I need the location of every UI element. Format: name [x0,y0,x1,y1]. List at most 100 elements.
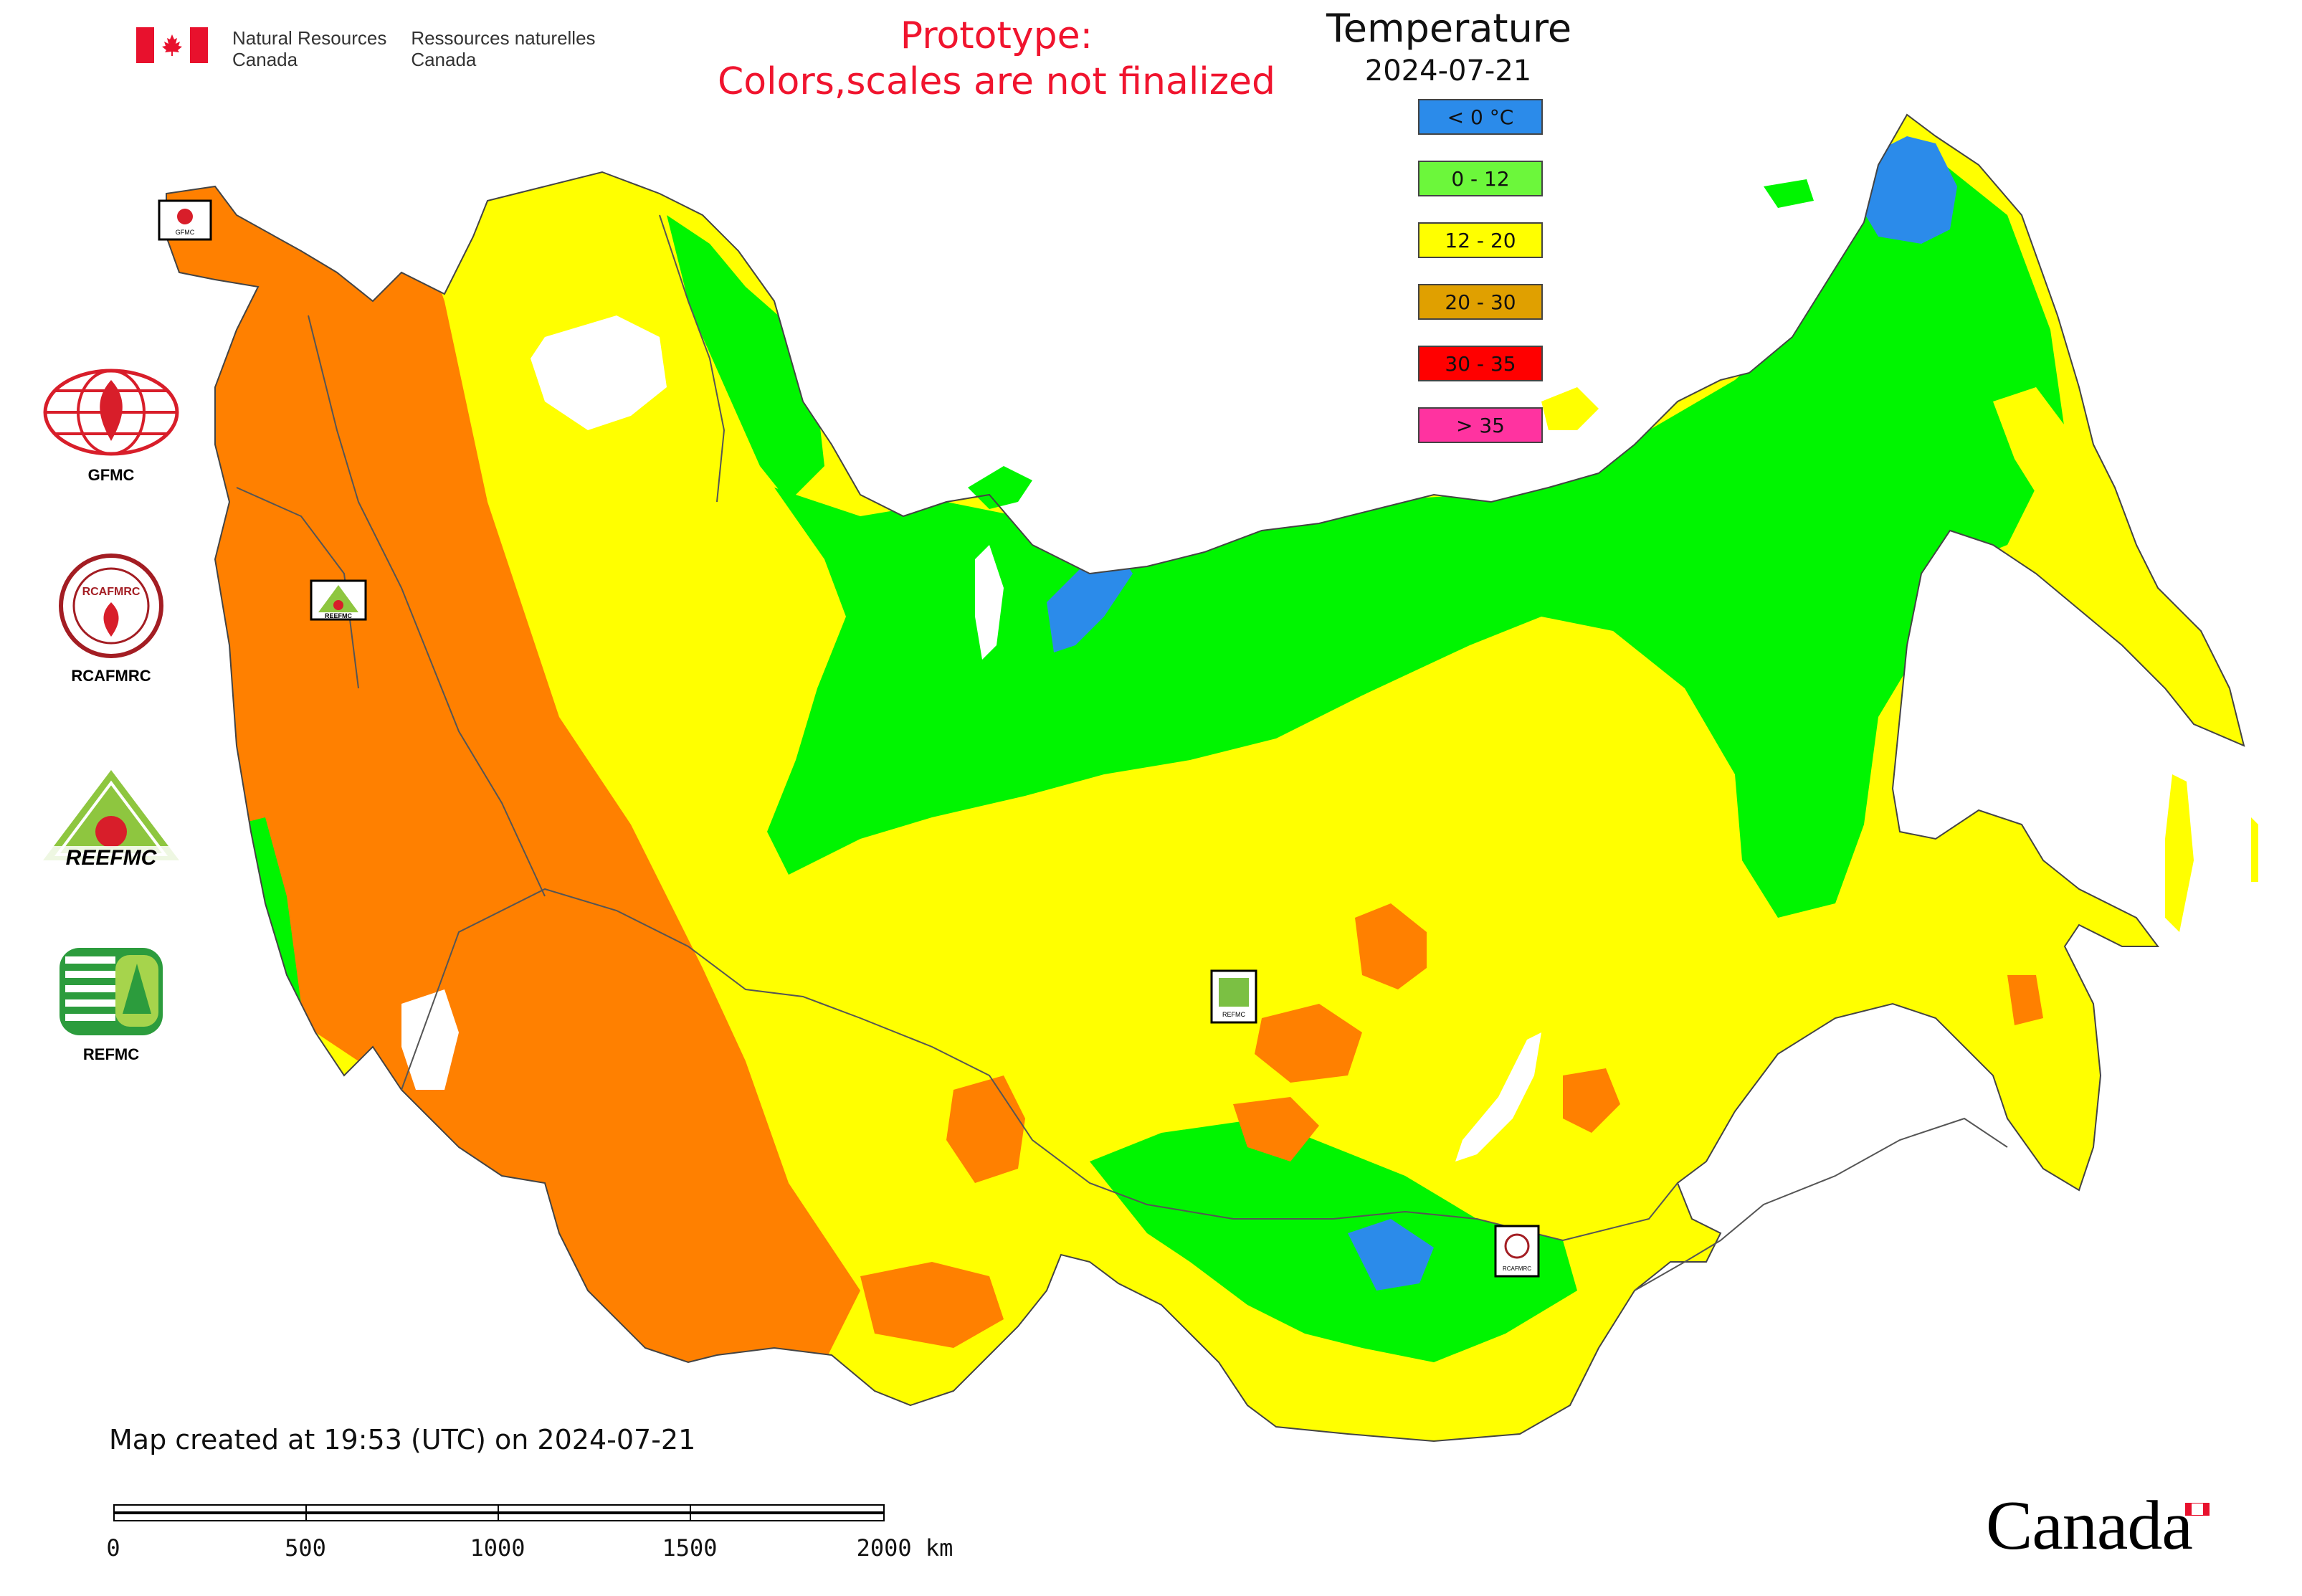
reefmc-logo[interactable]: REEFMC [36,767,186,878]
legend-class-label: 20 - 30 [1445,290,1516,314]
dept-name-en: Natural Resources Canada [232,27,386,70]
gfmc-label: GFMC [87,466,135,484]
zone-blue-mountains [1348,1219,1434,1291]
marker-reefmc-label: REEFMC [325,612,353,619]
legend-class-label: 12 - 20 [1445,228,1516,252]
wordmark-text: Canada [1986,1487,2193,1564]
scale-tick-500: 500 [285,1534,326,1562]
gfmc-globe-icon [43,369,179,456]
wrangel-island [1764,179,1814,208]
legend-class-20-30: 20 - 30 [1418,284,1543,320]
marker-refmc[interactable]: REFMC [1210,969,1257,1024]
refmc-logo[interactable]: REFMC [36,945,186,1064]
reefmc-logo-text: REEFMC [66,846,158,870]
scale-tick-2000: 2000 km [856,1534,953,1562]
lake-baikal [1455,1032,1541,1162]
scale-seg-1 [113,1504,307,1513]
scale-tick-1500: 1500 [662,1534,718,1562]
nrcan-signature: Natural Resources Canada Ressources natu… [136,27,596,70]
legend-class-label: 0 - 12 [1451,166,1510,191]
kamchatka [1993,387,2194,674]
zone-orange-bratsk [1233,1097,1319,1162]
map-created-caption: Map created at 19:53 (UTC) on 2024-07-21 [109,1424,696,1455]
legend-class-below-zero: < 0 °C [1418,99,1543,135]
refmc-label: REFMC [82,1045,140,1063]
scale-tick-1000: 1000 [470,1534,525,1562]
legend-class-0-12: 0 - 12 [1418,161,1543,196]
white-sea [531,315,667,430]
reefmc-triangle-icon: REEFMC [36,770,186,870]
scale-seg-3b [498,1513,691,1521]
maple-leaf-icon [162,34,182,56]
arctic-islands [968,179,2258,932]
water-bodies [401,315,1541,1162]
marker-gfmc-label: GFMC [176,229,195,236]
rcafmrc-label: RCAFMRC [71,667,151,685]
dept-fr-line2: Canada [411,49,477,70]
caspian [401,989,459,1090]
zone-green-north [767,158,2065,918]
scale-bar [113,1504,885,1523]
dept-name-fr: Ressources naturelles Canada [411,27,595,70]
zone-orange-tomsk [946,1075,1025,1183]
zone-orange-khabarovsk [2007,975,2043,1025]
marker-refmc-label: REFMC [1222,1011,1245,1018]
novaya-zemlya [968,466,1032,509]
scale-seg-3 [498,1504,691,1513]
canada-flag-icon [136,27,208,63]
legend-class-label: > 35 [1456,413,1505,437]
severnaya-zemlya [1541,387,1599,430]
marker-reefmc[interactable]: REEFMC [310,579,367,621]
dept-en-line1: Natural Resources [232,27,387,49]
marker-gfmc[interactable]: GFMC [158,199,212,241]
legend-class-12-20: 12 - 20 [1418,222,1543,258]
rcafmrc-seal-icon: RCAFMRC [59,554,163,658]
zone-blue-chukotka [1857,136,1957,244]
wordmark-flag-icon [2185,1503,2210,1516]
marker-rcafmrc-label: RCAFMRC [1503,1265,1531,1272]
scale-seg-1b [113,1513,307,1521]
scale-seg-2 [305,1504,499,1513]
legend-title: Temperature [1326,6,1572,51]
rcafmrc-logo[interactable]: RCAFMRC RCAFMRC [36,552,186,685]
kuril-chain [2251,817,2258,882]
canada-wordmark: Canada [1986,1486,2210,1566]
legend-class-30-35: 30 - 35 [1418,346,1543,381]
legend-class-label: 30 - 35 [1445,351,1516,376]
scale-seg-2b [305,1513,499,1521]
dept-fr-line1: Ressources naturelles [411,27,596,49]
scale-seg-4b [690,1513,885,1521]
rcafmrc-seal-text: RCAFMRC [82,586,141,598]
center-markers: GFMC REEFMC REFMC RCAFMRC [158,199,1540,1278]
border-west-1 [308,315,546,897]
legend-class-label: < 0 °C [1447,105,1514,129]
border-china [1634,1117,2008,1291]
border-finland [659,214,726,503]
refmc-stripe-icon [60,948,163,1035]
prototype-line1: Prototype: [900,14,1093,57]
temperature-zones [166,136,2065,1377]
zone-orange-krasnoyarsk [1255,1004,1362,1083]
legend-date: 2024-07-21 [1364,54,1532,87]
zone-orange-amur [1563,1068,1620,1133]
marker-rcafmrc[interactable]: RCAFMRC [1494,1225,1540,1278]
zone-orange-west [166,179,860,1377]
ob-gulf [975,545,1004,660]
zone-orange-kazakh [860,1262,1004,1348]
prototype-notice: Prototype: Colors,scales are not finaliz… [667,13,1326,105]
dept-en-line2: Canada [232,49,298,70]
zone-green-kola [667,215,824,502]
border-kazakh [401,888,1678,1242]
border-west-2 [236,487,359,689]
zone-blue-taimyr [1047,552,1133,652]
legend-class-above-35: > 35 [1418,407,1543,443]
zone-orange-tura [1355,903,1427,989]
zone-green-baikal [1090,1118,1577,1362]
sakhalin [2165,774,2194,932]
prototype-line2: Colors,scales are not finalized [717,60,1276,103]
scale-tick-0: 0 [106,1534,120,1562]
gfmc-logo[interactable]: GFMC [36,366,186,485]
admin-borders [236,214,2008,1291]
